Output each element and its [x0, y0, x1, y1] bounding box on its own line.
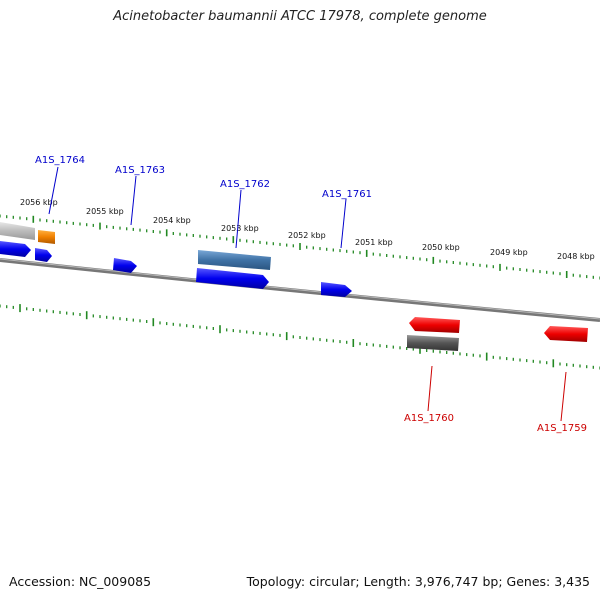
reverse-gene-track: [407, 317, 588, 351]
gene-label-a1s-1761[interactable]: A1S_1761: [322, 189, 372, 200]
scale-label-2055: 2055 kbp: [86, 207, 124, 216]
gene-arrow-a1s-1764[interactable]: [35, 248, 52, 262]
gene-arrow-a1s-1762[interactable]: [196, 268, 269, 289]
upper-feature-track: [0, 222, 271, 270]
gene-label-a1s-1759[interactable]: A1S_1759: [537, 423, 587, 434]
gene-arrow-a1s-1763[interactable]: [113, 258, 137, 273]
scale-label-2049: 2049 kbp: [490, 248, 528, 257]
cds-feature-a1s-1762[interactable]: [198, 250, 271, 270]
gene-label-leaders: [48, 166, 567, 422]
scale-label-2048: 2048 kbp: [557, 252, 595, 261]
accession-label: Accession: NC_009085: [9, 574, 152, 589]
gene-labels: A1S_1764 A1S_1763 A1S_1762 A1S_1761 A1S_…: [35, 155, 587, 434]
genome-backbone-highlight: [0, 258, 600, 320]
genome-backbone: [0, 258, 600, 322]
scale-labels: 2056 kbp 2055 kbp 2054 kbp 2053 kbp 2052…: [20, 198, 595, 261]
gene-label-a1s-1762[interactable]: A1S_1762: [220, 179, 270, 190]
genome-title: Acinetobacter baumannii ATCC 17978, comp…: [113, 9, 487, 24]
scale-label-2051: 2051 kbp: [355, 238, 393, 247]
gene-arrow-a1s-1764-left[interactable]: [0, 241, 31, 257]
reverse-scale-ticks: [0, 304, 600, 370]
scale-label-2050: 2050 kbp: [422, 243, 460, 252]
gene-arrow-a1s-1759[interactable]: [544, 326, 588, 342]
genome-summary: Topology: circular; Length: 3,976,747 bp…: [246, 574, 590, 589]
forward-scale-ticks: [0, 214, 600, 280]
gene-label-a1s-1763[interactable]: A1S_1763: [115, 165, 165, 176]
gene-label-a1s-1764[interactable]: A1S_1764: [35, 155, 85, 166]
pseudogene-feature[interactable]: [0, 222, 35, 240]
forward-gene-track: [0, 241, 352, 297]
gene-label-a1s-1760[interactable]: A1S_1760: [404, 413, 454, 424]
scale-label-2056: 2056 kbp: [20, 198, 58, 207]
scale-label-2052: 2052 kbp: [288, 231, 326, 240]
gene-arrow-a1s-1761[interactable]: [321, 282, 352, 297]
scale-label-2053: 2053 kbp: [221, 224, 259, 233]
pseudogene-a1s-1760[interactable]: [407, 335, 459, 351]
rna-feature[interactable]: [38, 230, 55, 244]
scale-label-2054: 2054 kbp: [153, 216, 191, 225]
gene-arrow-a1s-1760[interactable]: [409, 317, 460, 333]
